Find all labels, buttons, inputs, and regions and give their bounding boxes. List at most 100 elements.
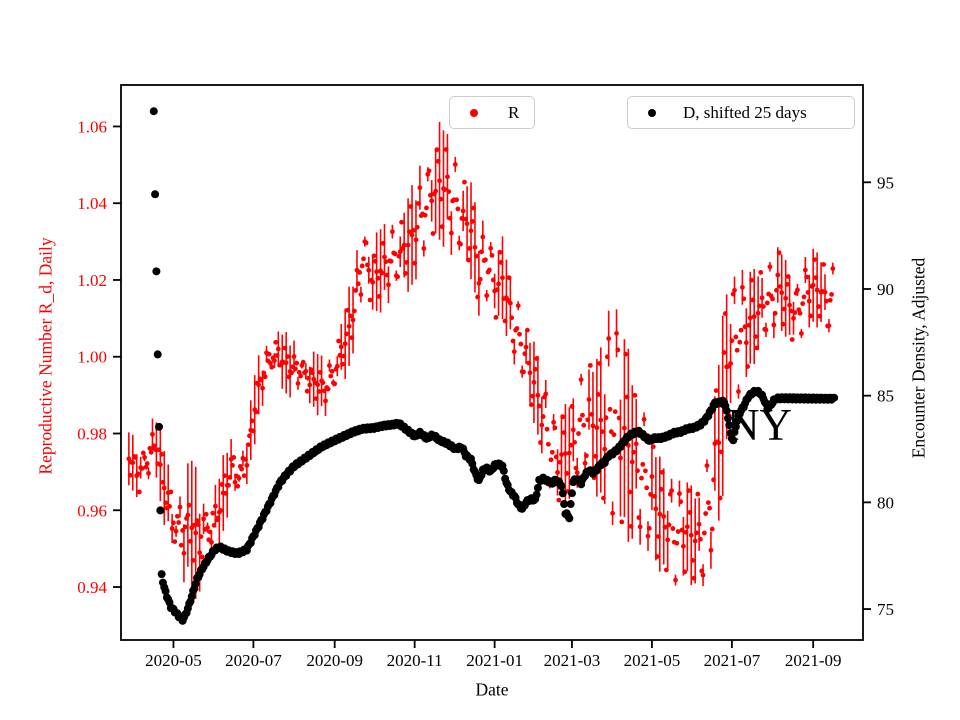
r-point — [438, 196, 444, 202]
r-point — [572, 439, 577, 445]
r-point — [363, 240, 369, 246]
r-point — [751, 314, 757, 319]
r-point — [172, 539, 178, 544]
r-point — [545, 441, 551, 447]
r-point — [709, 526, 715, 532]
r-point — [650, 444, 656, 450]
r-point — [147, 445, 153, 451]
r-point — [642, 468, 648, 474]
r-point — [646, 525, 652, 531]
r-point — [728, 361, 733, 366]
r-point — [649, 474, 655, 479]
r-point — [713, 388, 719, 394]
r-point — [555, 470, 560, 475]
r-point — [271, 358, 277, 363]
r-point — [729, 338, 735, 344]
r-point — [829, 292, 834, 297]
r-point — [518, 341, 524, 347]
r-point — [338, 344, 344, 350]
r-point — [328, 373, 334, 379]
r-point — [810, 282, 816, 288]
r-point — [792, 310, 798, 316]
r-point — [788, 308, 794, 314]
r-point — [661, 514, 667, 519]
r-point — [543, 391, 549, 397]
r-point — [417, 185, 423, 191]
r-point — [182, 524, 188, 530]
r-point — [757, 303, 762, 309]
r-point — [159, 451, 165, 457]
r-point — [205, 525, 210, 531]
r-point — [654, 554, 660, 559]
r-point — [167, 503, 172, 509]
r-point — [673, 577, 678, 583]
r-point — [344, 331, 349, 337]
r-point — [698, 536, 703, 542]
r-point — [618, 455, 623, 461]
r-point — [743, 340, 749, 346]
r-point — [292, 366, 298, 372]
r-point — [514, 326, 520, 331]
r-point — [497, 249, 503, 255]
r-point — [197, 550, 203, 556]
r-point — [581, 422, 587, 428]
r-point — [586, 397, 592, 402]
r-point — [289, 370, 294, 376]
r-point — [500, 275, 505, 281]
r-point — [260, 385, 265, 391]
d-point — [567, 489, 576, 498]
r-point — [822, 289, 828, 295]
r-point — [434, 147, 440, 153]
r-point — [540, 414, 546, 419]
d-point — [499, 466, 508, 475]
r-point — [148, 449, 154, 455]
r-point — [763, 327, 769, 333]
r-point — [696, 521, 702, 527]
r-point — [329, 368, 335, 374]
x-tick-label: 2020-09 — [306, 651, 363, 670]
r-point — [576, 431, 581, 436]
r-point — [637, 524, 643, 530]
r-point — [484, 293, 490, 298]
r-point — [736, 389, 741, 394]
r-point — [421, 246, 427, 251]
r-point — [695, 491, 701, 497]
y-right-tick-label: 80 — [877, 493, 894, 512]
r-point — [806, 298, 812, 304]
r-point — [493, 314, 499, 320]
r-point — [446, 189, 452, 194]
r-point — [351, 308, 357, 314]
r-point — [658, 486, 664, 492]
r-point — [150, 431, 155, 437]
r-point — [633, 441, 639, 447]
r-point — [298, 373, 304, 379]
r-point — [536, 403, 542, 409]
x-tick-label: 2021-05 — [624, 651, 681, 670]
r-point — [383, 259, 389, 265]
r-point — [670, 526, 676, 531]
r-point — [325, 386, 331, 392]
r-point — [738, 327, 744, 333]
r-point — [627, 489, 633, 495]
r-point — [582, 460, 588, 466]
r-point — [169, 526, 175, 531]
d-point — [560, 500, 569, 509]
r-point — [759, 295, 765, 301]
r-point — [755, 310, 761, 316]
r-point — [607, 406, 613, 412]
r-point — [126, 456, 132, 462]
r-point — [422, 212, 428, 218]
r-point — [358, 292, 364, 297]
r-point — [386, 282, 391, 288]
r-point — [430, 231, 436, 236]
r-point — [194, 518, 200, 524]
r-point — [477, 276, 483, 282]
d-point — [557, 482, 566, 491]
x-tick-label: 2020-05 — [145, 651, 202, 670]
r-point — [433, 188, 439, 194]
r-point — [413, 237, 419, 243]
r-point — [800, 301, 806, 307]
d-point — [722, 406, 731, 415]
r-point — [190, 557, 196, 563]
r-point — [568, 442, 574, 448]
